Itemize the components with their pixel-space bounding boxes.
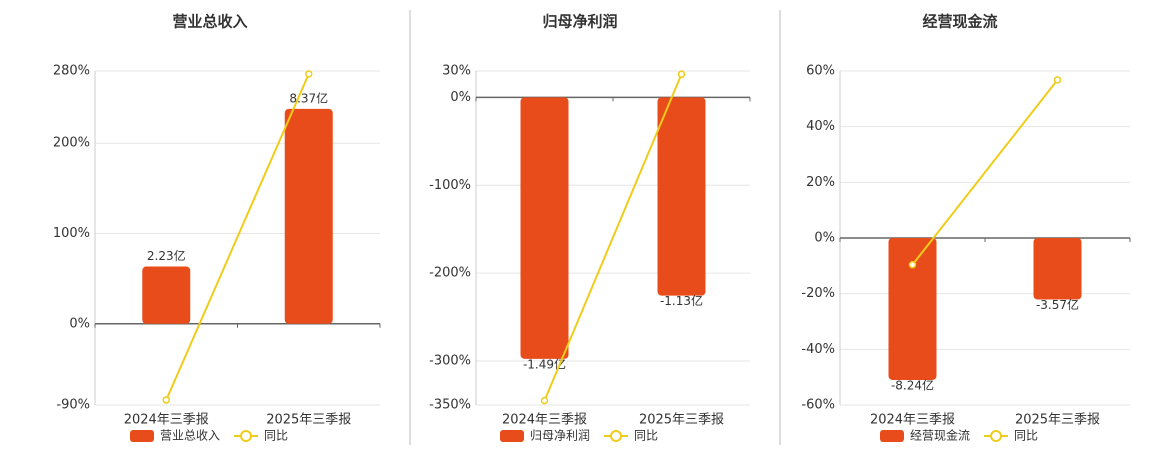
legend-swatch (610, 430, 623, 442)
line-marker (1053, 76, 1062, 84)
x-tick-label: 2024年三季报 (124, 413, 209, 428)
y-tick-label: 0% (69, 316, 90, 331)
value-label: -1.49亿 (523, 356, 566, 371)
legend-label: 同比 (1014, 429, 1038, 443)
bar (888, 238, 937, 380)
x-tick-label: 2025年三季报 (1015, 413, 1100, 428)
y-tick-label: -40% (801, 342, 835, 357)
y-tick-label: 60% (806, 64, 835, 79)
line-marker (305, 70, 313, 78)
line (543, 73, 683, 401)
y-tick-label: 0% (814, 231, 835, 246)
x-tick-label: 2025年三季报 (639, 413, 724, 428)
legend-swatch (240, 430, 253, 442)
y-tick-label: -90% (56, 398, 90, 413)
legend-label: 同比 (634, 429, 658, 443)
bar (284, 108, 333, 324)
line-marker (908, 260, 917, 269)
value-label: -3.57亿 (1036, 297, 1079, 312)
x-tick-label: 2025年三季报 (266, 413, 351, 428)
y-tick-label: -300% (429, 354, 471, 369)
line (165, 73, 310, 401)
bar (142, 266, 191, 324)
y-tick-label: 200% (53, 136, 90, 151)
line-marker (540, 396, 549, 405)
bar (657, 97, 706, 296)
y-tick-label: -350% (429, 398, 471, 413)
y-tick-label: -100% (429, 178, 471, 193)
line-marker (677, 70, 686, 78)
legend-label: 经营现金流 (910, 428, 970, 443)
y-tick-label: -60% (801, 398, 835, 413)
x-tick-label: 2024年三季报 (870, 413, 955, 428)
y-tick-label: -200% (429, 266, 471, 281)
value-label: 2.23亿 (147, 248, 186, 263)
legend-swatch (500, 430, 524, 442)
line-marker (162, 396, 170, 404)
chart-title: 归母净利润 (542, 13, 617, 31)
y-tick-label: 280% (53, 64, 90, 79)
legend-swatch (130, 430, 154, 442)
y-tick-label: 100% (53, 226, 90, 241)
value-label: -1.13亿 (660, 293, 703, 308)
line (911, 79, 1059, 266)
chart-title: 经营现金流 (922, 13, 997, 31)
y-tick-label: 0% (450, 90, 471, 105)
y-tick-label: 20% (806, 175, 835, 190)
bar (1033, 238, 1082, 300)
legend-label: 营业总收入 (160, 429, 220, 443)
chart-title: 营业总收入 (172, 13, 247, 31)
y-tick-label: 30% (442, 64, 471, 79)
legend-swatch (880, 430, 904, 442)
y-tick-label: -20% (801, 286, 835, 301)
bar (520, 97, 569, 359)
value-label: -8.24亿 (891, 377, 934, 392)
y-tick-label: 40% (806, 119, 835, 134)
legend-label: 同比 (264, 429, 288, 443)
x-tick-label: 2024年三季报 (502, 413, 587, 428)
legend-swatch (990, 430, 1003, 442)
legend-label: 归母净利润 (530, 429, 590, 443)
